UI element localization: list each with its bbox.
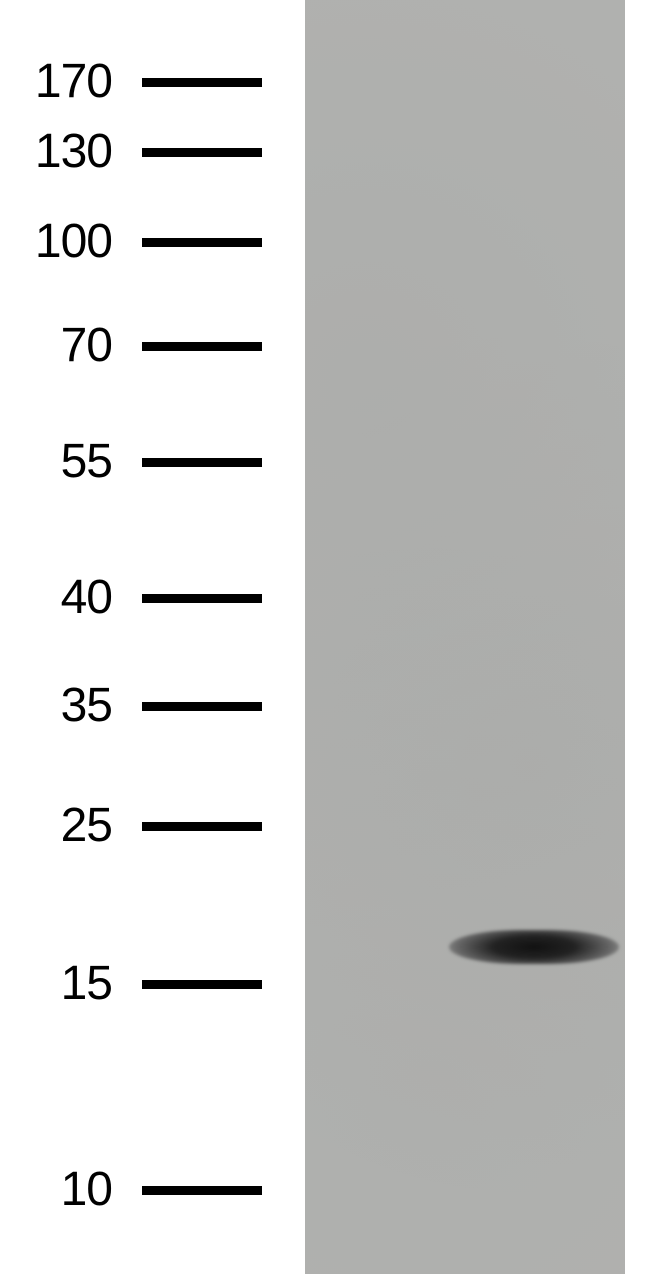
ladder-tick [142, 238, 262, 247]
ladder-label: 40 [0, 574, 112, 622]
ladder-label: 35 [0, 682, 112, 730]
ladder-label: 25 [0, 802, 112, 850]
western-blot-figure: 170 130 100 70 55 40 35 25 15 10 [0, 0, 650, 1274]
ladder-tick [142, 342, 262, 351]
blot-band-lane-2-sample-17kda [449, 930, 619, 964]
ladder-marker-10: 10 [0, 1170, 262, 1210]
ladder-tick [142, 594, 262, 603]
molecular-weight-ladder: 170 130 100 70 55 40 35 25 15 10 [0, 0, 300, 1274]
ladder-marker-70: 70 [0, 326, 262, 366]
ladder-marker-35: 35 [0, 686, 262, 726]
ladder-label: 55 [0, 438, 112, 486]
ladder-label: 10 [0, 1166, 112, 1214]
ladder-tick [142, 148, 262, 157]
ladder-marker-40: 40 [0, 578, 262, 618]
ladder-marker-55: 55 [0, 442, 262, 482]
ladder-label: 15 [0, 960, 112, 1008]
ladder-marker-15: 15 [0, 964, 262, 1004]
ladder-marker-25: 25 [0, 806, 262, 846]
blot-membrane [305, 0, 625, 1274]
ladder-label: 70 [0, 322, 112, 370]
ladder-tick [142, 822, 262, 831]
ladder-label: 100 [0, 218, 112, 266]
ladder-tick [142, 980, 262, 989]
ladder-label: 130 [0, 128, 112, 176]
membrane-texture [305, 0, 625, 1274]
ladder-label: 170 [0, 58, 112, 106]
ladder-marker-170: 170 [0, 62, 262, 102]
ladder-tick [142, 702, 262, 711]
ladder-tick [142, 458, 262, 467]
ladder-marker-130: 130 [0, 132, 262, 172]
ladder-marker-100: 100 [0, 222, 262, 262]
ladder-tick [142, 78, 262, 87]
ladder-tick [142, 1186, 262, 1195]
